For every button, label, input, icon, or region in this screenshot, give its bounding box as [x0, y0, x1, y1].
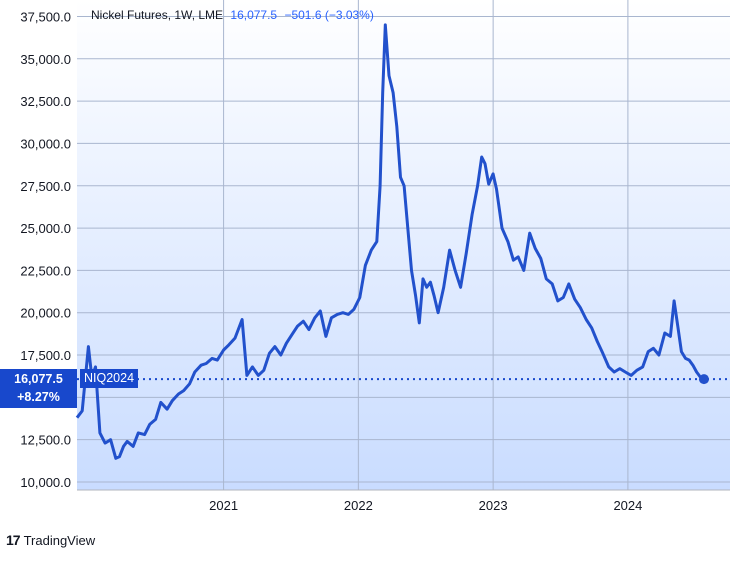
price-tag-value: 16,077.5	[14, 372, 63, 386]
series-line-nickel	[75, 23, 705, 460]
y-tick-label: 25,000.0	[20, 221, 71, 236]
y-tick-label: 17,500.0	[20, 348, 71, 363]
series-name-tag: NIQ2024	[80, 369, 139, 388]
y-tick-label: 22,500.0	[20, 263, 71, 278]
y-tick-label: 12,500.0	[20, 433, 71, 448]
x-tick-label: 2021	[209, 498, 238, 513]
symbol-title: Nickel Futures, 1W, LME	[91, 8, 224, 22]
x-axis: 2021 2022 2023 2024	[209, 498, 642, 513]
last-price-value: 16,077.5	[230, 8, 278, 22]
x-tick-label: 2024	[613, 498, 642, 513]
chart-header: Nickel Futures, 1W, LME 16,077.5 −501.6 …	[91, 8, 374, 22]
y-tick-label: 10,000.0	[20, 475, 71, 490]
grid-lines	[77, 0, 730, 490]
y-tick-label: 20,000.0	[20, 306, 71, 321]
y-tick-label: 35,000.0	[20, 52, 71, 67]
x-tick-label: 2022	[344, 498, 373, 513]
y-axis: 10,000.012,500.015,000.017,500.020,000.0…	[20, 9, 71, 490]
brand-name: TradingView	[23, 532, 96, 548]
tradingview-logo-icon: 17	[6, 532, 21, 548]
y-tick-label: 30,000.0	[20, 136, 71, 151]
price-change: −501.6 (−3.03%)	[284, 8, 374, 22]
y-tick-label: 32,500.0	[20, 94, 71, 109]
price-axis-tag: 16,077.5 +8.27%	[0, 369, 77, 408]
x-tick-label: 2023	[479, 498, 508, 513]
last-price-dot	[698, 374, 709, 385]
price-tag-change: +8.27%	[17, 390, 60, 404]
plot-background	[77, 0, 730, 490]
y-tick-label: 37,500.0	[20, 9, 71, 24]
brand-footer[interactable]: 17 TradingView	[6, 532, 95, 548]
y-tick-label: 27,500.0	[20, 179, 71, 194]
